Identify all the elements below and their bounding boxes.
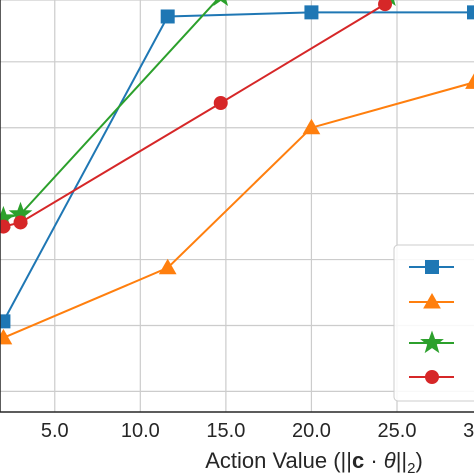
series-0-point-0	[0, 314, 11, 329]
series-0-point-2	[304, 5, 319, 20]
x-tick-labels: 5.0 10.0 15.0 20.0 25.0 30.0	[41, 420, 474, 442]
series-3-point-0	[0, 219, 11, 234]
legend	[393, 244, 474, 402]
series-1-line	[3, 81, 474, 339]
legend-box	[393, 244, 474, 402]
series-0-point-1	[160, 9, 175, 24]
x-tick-label-3: 20.0	[292, 420, 331, 442]
x-tick-label-2: 15.0	[206, 420, 245, 442]
plot-frame	[0, 0, 474, 413]
series-1-point-1	[158, 258, 177, 275]
x-tick-label-1: 10.0	[121, 420, 160, 442]
series-1-point-2	[302, 118, 321, 135]
series-2-point-2	[213, 0, 229, 6]
series-3-point-3	[378, 0, 393, 12]
x-tick-label-0: 5.0	[41, 420, 69, 442]
series-1-point-0	[0, 328, 13, 345]
x-axis-label: Action Value (||c · θ||2)	[205, 448, 423, 474]
series-3-line	[3, 3, 386, 228]
series-0-point-3	[467, 5, 474, 20]
series-3	[0, 0, 393, 234]
x-tick-label-5: 30.0	[463, 420, 474, 442]
legend-marker-2	[420, 330, 444, 354]
legend-marker-0	[425, 260, 439, 274]
series-3-point-1	[13, 215, 28, 230]
series-1-point-3	[465, 73, 474, 89]
series-2-line	[3, 0, 219, 220]
series-3-point-2	[213, 96, 228, 110]
series-lines	[0, 0, 474, 345]
series-0-line	[2, 11, 474, 322]
x-tick-label-4: 25.0	[378, 420, 417, 442]
series-1	[0, 73, 474, 345]
legend-marker-1	[423, 292, 441, 309]
series-0	[0, 5, 474, 329]
legend-marker-3	[425, 370, 439, 384]
